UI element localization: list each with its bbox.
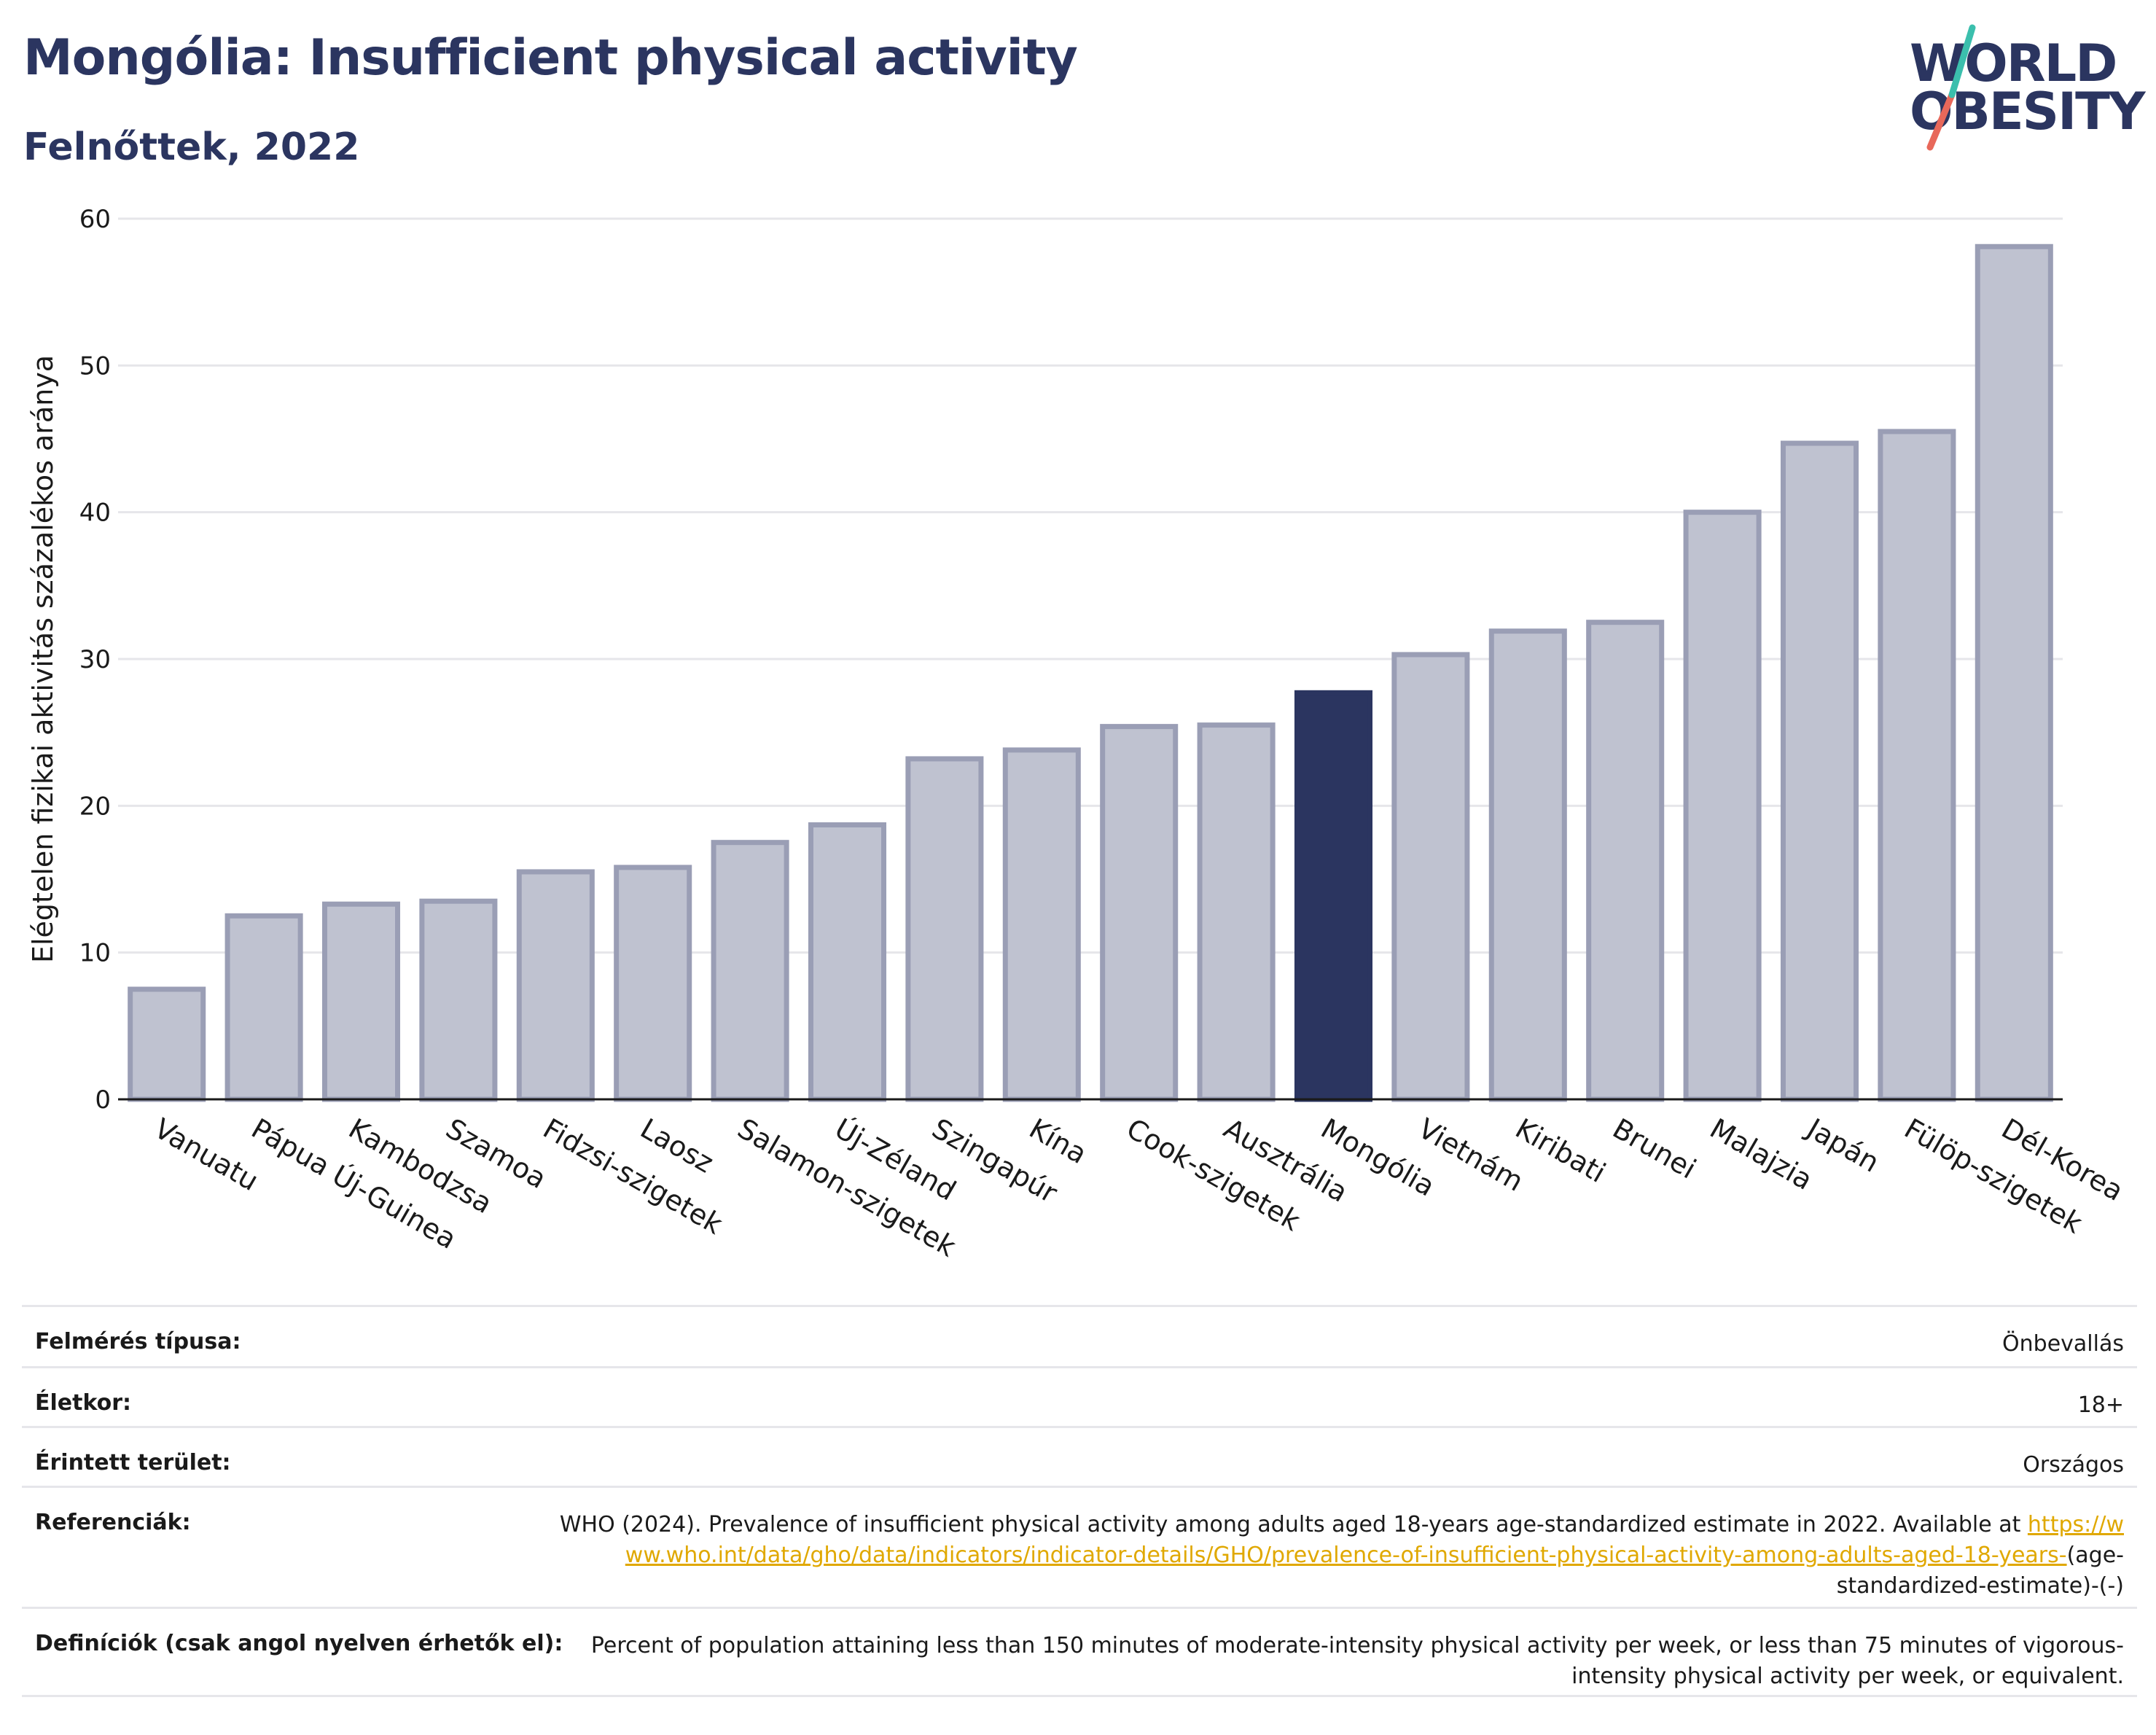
info-table: Felmérés típusa: Önbevallás Életkor: 18+… bbox=[22, 1305, 2137, 1697]
info-row-definitions: Definíciók (csak angol nyelven érhetők e… bbox=[22, 1607, 2137, 1697]
bar-Ausztrália bbox=[1197, 722, 1276, 1102]
bar-Brunei bbox=[1586, 620, 1665, 1102]
reference-link[interactable]: https://www.who.int/data/gho/data/indica… bbox=[625, 1512, 2124, 1568]
y-tick-label: 20 bbox=[79, 792, 111, 821]
logo-word-world: WORLD bbox=[1910, 34, 2117, 93]
bar-Salamon-szigetek bbox=[711, 840, 789, 1102]
reference-citation: WHO (2024). Prevalence of insufficient p… bbox=[559, 1512, 2021, 1537]
bar-Cook-szigetek bbox=[1100, 724, 1179, 1102]
definition-text: Percent of population attaining less tha… bbox=[590, 1633, 2124, 1689]
info-label: Felmérés típusa: bbox=[35, 1329, 241, 1354]
info-row-survey-type: Felmérés típusa: Önbevallás bbox=[22, 1305, 2137, 1366]
info-label: Referenciák: bbox=[35, 1510, 191, 1535]
y-tick-label: 0 bbox=[95, 1085, 111, 1115]
bar-Szingapúr bbox=[905, 756, 984, 1102]
bar-Japán bbox=[1780, 440, 1859, 1102]
page-subtitle: Felnőttek, 2022 bbox=[23, 125, 360, 169]
info-row-references: Referenciák: WHO (2024). Prevalence of i… bbox=[22, 1486, 2137, 1607]
bar-Kína bbox=[1002, 747, 1081, 1102]
bar-Fülöp-szigetek bbox=[1878, 429, 1956, 1102]
page-title: Mongólia: Insufficient physical activity bbox=[23, 29, 1078, 87]
info-value: Országos bbox=[2023, 1452, 2124, 1478]
reference-text: WHO (2024). Prevalence of insufficient p… bbox=[557, 1510, 2124, 1602]
x-tick-label: Cook-szigetek bbox=[1121, 1112, 1305, 1238]
bar-Új-Zéland bbox=[808, 822, 887, 1102]
bar-Malajzia bbox=[1683, 510, 1762, 1102]
info-label: Érintett terület: bbox=[35, 1450, 231, 1475]
bar-Vietnám bbox=[1391, 652, 1470, 1102]
y-tick-label: 40 bbox=[79, 499, 111, 528]
reference-tail: (age-standardized-estimate)-(-) bbox=[1836, 1543, 2124, 1599]
x-tick-label: Kína bbox=[1024, 1112, 1093, 1171]
logo-slash-icon bbox=[1926, 24, 1976, 151]
y-axis-ticks: 0 10 20 30 40 50 60 bbox=[79, 205, 111, 1115]
info-row-area: Érintett terület: Országos bbox=[22, 1426, 2137, 1486]
bar-Kambodzsa bbox=[321, 901, 401, 1102]
y-tick-label: 50 bbox=[79, 351, 111, 381]
bar-Kiribati bbox=[1488, 628, 1567, 1102]
world-obesity-logo: WORLD OBESITY bbox=[1895, 22, 2146, 160]
y-tick-label: 30 bbox=[79, 645, 111, 674]
bar-Dél-Korea bbox=[1975, 243, 2053, 1102]
y-tick-label: 10 bbox=[79, 939, 111, 968]
info-value: 18+ bbox=[2077, 1392, 2124, 1418]
bar-Mongólia bbox=[1294, 690, 1373, 1102]
bar-Vanuatu bbox=[128, 986, 206, 1102]
x-tick-label: Brunei bbox=[1607, 1112, 1701, 1185]
info-row-age: Életkor: 18+ bbox=[22, 1366, 2137, 1426]
y-axis-label: Elégtelen fizikai aktivitás százalékos a… bbox=[27, 355, 59, 963]
x-tick-label: Kiribati bbox=[1510, 1112, 1612, 1189]
bar-Laosz bbox=[614, 865, 692, 1102]
info-label: Életkor: bbox=[35, 1390, 132, 1416]
chart-bars bbox=[128, 243, 2053, 1102]
x-tick-label: Vanuatu bbox=[149, 1112, 264, 1197]
bar-Pápua Új-Guinea bbox=[224, 913, 303, 1102]
x-tick-label: Malajzia bbox=[1705, 1112, 1819, 1196]
info-value: Önbevallás bbox=[2002, 1331, 2124, 1357]
y-tick-label: 60 bbox=[79, 205, 111, 234]
bar-Szamoa bbox=[419, 898, 498, 1102]
bar-Fidzsi-szigetek bbox=[516, 869, 595, 1102]
info-label: Definíciók (csak angol nyelven érhetők e… bbox=[35, 1631, 563, 1656]
chart-grid bbox=[118, 217, 2063, 1101]
